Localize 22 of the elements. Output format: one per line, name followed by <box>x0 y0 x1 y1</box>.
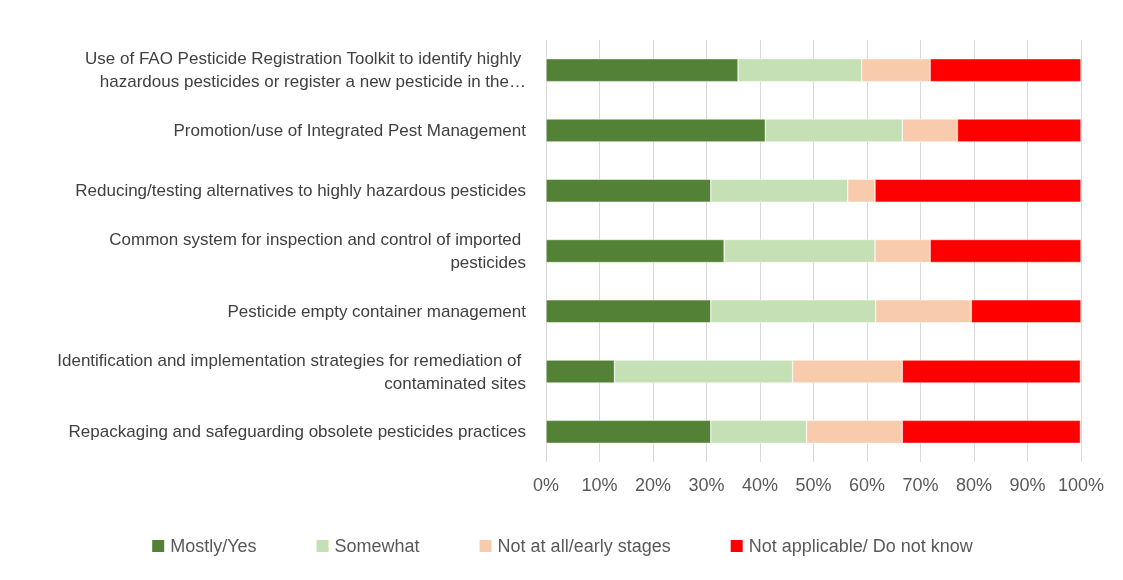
y-tick-label: Pesticide empty container management <box>227 301 527 321</box>
legend-label: Not applicable/ Do not know <box>748 536 974 556</box>
x-tick-label: 60% <box>848 475 886 495</box>
x-tick-label: 10% <box>581 475 618 495</box>
x-tick-label: 20% <box>634 475 672 495</box>
x-tick-label: 50% <box>795 475 832 495</box>
x-tick-label: 80% <box>955 475 993 495</box>
x-tick-label: 90% <box>1009 475 1046 495</box>
legend-label: Not at all/early stages <box>497 536 671 556</box>
y-tick-label: Promotion/use of Integrated Pest Management <box>173 120 527 140</box>
x-tick-label: 40% <box>741 475 779 495</box>
x-tick-label: 0% <box>532 475 560 495</box>
y-tick-label: Repackaging and safeguarding obsolete pesticides practices <box>68 422 526 442</box>
legend-label: Somewhat <box>334 536 420 556</box>
y-tick-label: Common system for inspection and control of imported pesticides <box>109 230 526 272</box>
y-tick-label: Identification and implementation strategies for remediation of contaminated sites <box>57 350 526 393</box>
legend-label: Mostly/Yes <box>170 536 257 556</box>
x-tick-label: 100% <box>1057 475 1105 495</box>
y-tick-label: Reducing/testing alternatives to highly hazardous pesticides <box>75 181 526 201</box>
y-tick-label: Use of FAO Pesticide Registration Toolkit to identify highly hazardous pesticides or register a new pesticide in the… <box>85 49 526 92</box>
x-tick-label: 30% <box>688 475 725 495</box>
x-tick-label: 70% <box>902 475 939 495</box>
